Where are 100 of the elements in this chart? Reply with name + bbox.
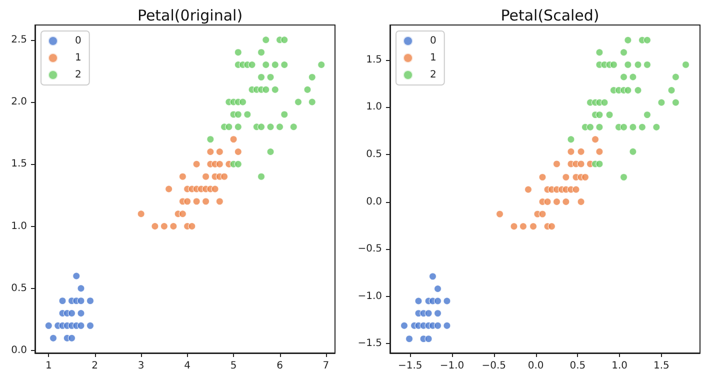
point	[262, 36, 270, 44]
legend-label: 0	[430, 36, 436, 46]
point	[234, 110, 242, 118]
point	[652, 123, 660, 131]
point	[629, 73, 637, 81]
point	[178, 172, 186, 180]
point	[620, 73, 628, 81]
point	[44, 322, 52, 330]
point	[225, 123, 233, 131]
point	[552, 198, 561, 206]
x-tick-label: −1.5	[398, 360, 422, 372]
point	[577, 160, 585, 168]
point	[165, 185, 173, 193]
point	[271, 60, 279, 69]
point	[178, 210, 186, 218]
y-tick-label: 1.0	[11, 220, 27, 232]
point	[600, 98, 608, 106]
point	[86, 322, 94, 330]
point	[620, 48, 628, 56]
point	[220, 172, 228, 180]
point	[216, 160, 224, 168]
point	[610, 60, 618, 68]
point	[629, 148, 637, 156]
point	[266, 123, 274, 131]
y-tick-label: −1.0	[358, 290, 382, 302]
point	[552, 160, 561, 168]
point	[544, 198, 552, 206]
x-tick-label: 1	[45, 360, 52, 372]
point	[77, 297, 85, 305]
x-tick-label: 6	[276, 360, 283, 372]
point	[596, 111, 604, 119]
point	[529, 222, 538, 230]
legend-label: 1	[430, 52, 436, 64]
point	[428, 272, 437, 280]
y-tick-label: 1.5	[11, 158, 27, 170]
point	[86, 297, 94, 305]
point	[443, 297, 451, 305]
point	[257, 172, 266, 180]
point	[137, 210, 145, 218]
y-tick-label: 1.0	[366, 102, 382, 113]
point	[276, 123, 284, 131]
y-tick-label: 2.0	[11, 96, 27, 108]
x-tick-label: 0.0	[528, 360, 544, 372]
point	[567, 136, 575, 144]
y-tick-label: −1.5	[358, 338, 382, 350]
y-tick-label: 0.0	[11, 345, 27, 356]
point	[634, 86, 642, 94]
point	[400, 322, 408, 330]
x-tick-label: 1.5	[654, 360, 670, 372]
point	[257, 123, 266, 131]
point	[192, 198, 200, 206]
point	[266, 73, 274, 81]
point	[596, 48, 604, 56]
point	[308, 98, 316, 106]
x-tick-label: 4	[184, 360, 190, 372]
point	[586, 123, 594, 131]
point	[234, 148, 242, 156]
point	[216, 148, 224, 156]
point	[591, 136, 600, 144]
point	[668, 86, 676, 94]
x-tick-label: 1.0	[612, 360, 628, 372]
point	[257, 48, 266, 56]
point	[234, 160, 242, 168]
point	[424, 310, 432, 318]
point	[672, 73, 680, 81]
point	[184, 198, 192, 206]
point	[538, 173, 546, 181]
y-tick-label: −0.5	[358, 244, 382, 255]
point	[202, 198, 210, 206]
point	[606, 111, 614, 119]
point	[682, 60, 690, 68]
point	[434, 297, 442, 305]
point	[624, 60, 632, 68]
point	[519, 222, 528, 230]
y-tick-label: 0.5	[11, 282, 27, 294]
point	[68, 334, 76, 342]
point	[170, 222, 178, 230]
point	[577, 148, 585, 156]
point	[290, 123, 298, 131]
chart-title: Petal(0riginal)	[137, 6, 243, 24]
point	[538, 210, 546, 218]
point	[620, 173, 628, 181]
point	[238, 98, 247, 106]
point	[510, 222, 518, 230]
point	[49, 334, 58, 342]
point	[562, 173, 570, 181]
point	[234, 48, 242, 56]
point	[280, 36, 288, 44]
point	[629, 123, 637, 131]
point	[192, 160, 200, 168]
point	[216, 198, 224, 206]
point	[294, 98, 302, 106]
point	[202, 172, 210, 180]
point	[548, 222, 556, 230]
point	[434, 310, 442, 318]
point	[262, 86, 270, 94]
point	[58, 297, 66, 305]
point	[266, 148, 274, 156]
point	[248, 60, 256, 69]
point	[414, 297, 422, 305]
